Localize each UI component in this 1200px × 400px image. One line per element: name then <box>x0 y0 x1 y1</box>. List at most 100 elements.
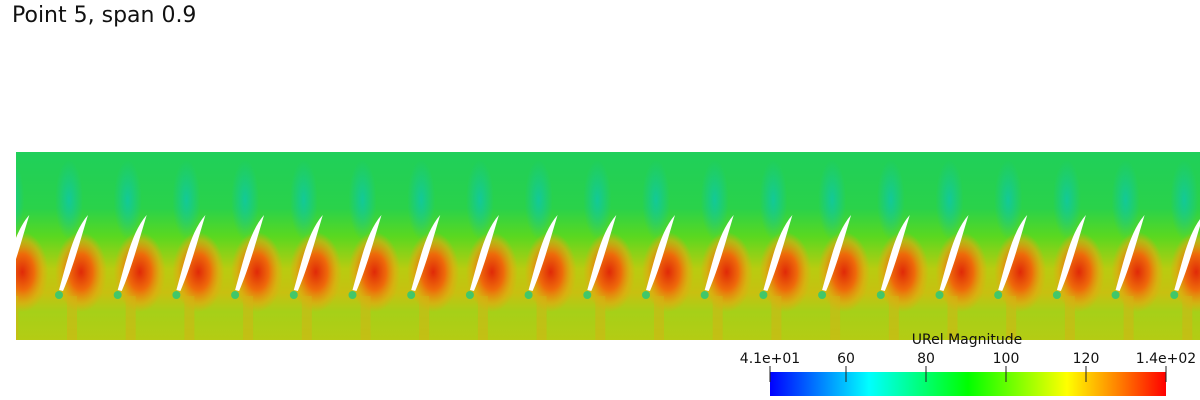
colorbar-tick-label: 120 <box>1073 351 1100 367</box>
colorbar-tick-label: 100 <box>993 351 1020 367</box>
colorbar-title: URel Magnitude <box>912 332 1022 348</box>
hot-zone <box>818 232 871 312</box>
hot-zone <box>759 232 812 312</box>
stagnation <box>55 291 63 299</box>
hot-zone <box>876 232 929 312</box>
stagnation <box>1170 291 1179 299</box>
blade <box>704 215 734 291</box>
hot-zone <box>289 232 342 312</box>
wake <box>994 160 1023 240</box>
stagnation <box>407 291 416 299</box>
flow-field <box>0 152 1200 340</box>
stagnation <box>524 291 533 299</box>
trail <box>67 296 77 340</box>
trail <box>1123 296 1134 340</box>
colorbar-ticks: 4.1e+01 60 80 100 120 1.4e+02 <box>740 351 1196 382</box>
wake <box>172 160 201 240</box>
blade <box>1174 219 1200 291</box>
stagnation <box>818 291 827 299</box>
stagnation <box>700 291 709 299</box>
hot-zone <box>1111 232 1164 312</box>
trail <box>301 296 312 340</box>
hot-zone <box>407 232 460 312</box>
stagnation <box>876 291 885 299</box>
wake <box>935 160 964 240</box>
trail <box>360 296 371 340</box>
hot-zone <box>700 232 753 312</box>
stagnation <box>642 291 650 299</box>
trail <box>771 296 782 340</box>
stagnation <box>759 291 768 299</box>
colorbar-tick-label: 80 <box>917 351 935 367</box>
trail <box>947 296 958 340</box>
wake <box>1052 160 1081 240</box>
wake <box>818 160 847 240</box>
stagnation <box>231 291 240 299</box>
wake <box>55 160 83 240</box>
blade <box>59 215 88 291</box>
blade <box>1115 215 1145 291</box>
wake <box>1170 160 1199 240</box>
hot-zone <box>642 232 694 312</box>
trail <box>536 296 547 340</box>
hot-zone <box>583 232 636 312</box>
blade <box>646 215 675 291</box>
blade <box>528 215 558 291</box>
trail <box>184 296 195 340</box>
wake <box>642 160 670 240</box>
trail <box>419 296 430 340</box>
wake <box>348 160 377 240</box>
colorbar-tick-label: 1.4e+02 <box>1136 351 1196 367</box>
hot-zone <box>1052 232 1105 312</box>
hot-zone <box>113 232 166 312</box>
hot-zone <box>935 232 988 312</box>
stagnation <box>289 291 298 299</box>
wake <box>465 160 494 240</box>
blade <box>16 215 30 260</box>
blade <box>1056 215 1086 291</box>
colorbar-tick-label: 4.1e+01 <box>740 351 800 367</box>
wake <box>583 160 612 240</box>
stagnation <box>0 291 4 299</box>
blade <box>469 215 499 291</box>
stagnation <box>172 291 181 299</box>
wake <box>1111 160 1140 240</box>
trail <box>888 296 899 340</box>
trail <box>1006 296 1017 340</box>
colorbar <box>770 372 1166 396</box>
stagnation <box>583 291 592 299</box>
trail <box>477 296 488 340</box>
trail <box>243 296 254 340</box>
trail <box>1182 296 1193 340</box>
stagnation <box>994 291 1003 299</box>
blade <box>235 215 265 291</box>
trail <box>1064 296 1075 340</box>
trail <box>830 296 841 340</box>
hot-zone <box>231 232 284 312</box>
hot-zone <box>465 232 518 312</box>
trail <box>16 296 19 340</box>
stagnation <box>1052 291 1061 299</box>
hot-zone <box>55 232 107 312</box>
title: Point 5, span 0.9 <box>12 3 196 28</box>
hot-zone <box>16 232 49 312</box>
blade <box>411 215 441 291</box>
stagnation <box>1111 291 1120 299</box>
stagnation <box>465 291 474 299</box>
stagnation <box>348 291 357 299</box>
wake <box>524 160 553 240</box>
blade <box>998 215 1028 291</box>
blade <box>587 215 617 291</box>
wake <box>289 160 318 240</box>
blade <box>880 215 910 291</box>
hot-zone <box>994 232 1047 312</box>
stagnation <box>935 291 944 299</box>
blade <box>293 215 323 291</box>
hot-zone <box>524 232 577 312</box>
trail <box>712 296 723 340</box>
blade <box>822 215 852 291</box>
trail <box>654 296 664 340</box>
colorbar-tick-label: 60 <box>837 351 855 367</box>
wake <box>16 163 25 237</box>
